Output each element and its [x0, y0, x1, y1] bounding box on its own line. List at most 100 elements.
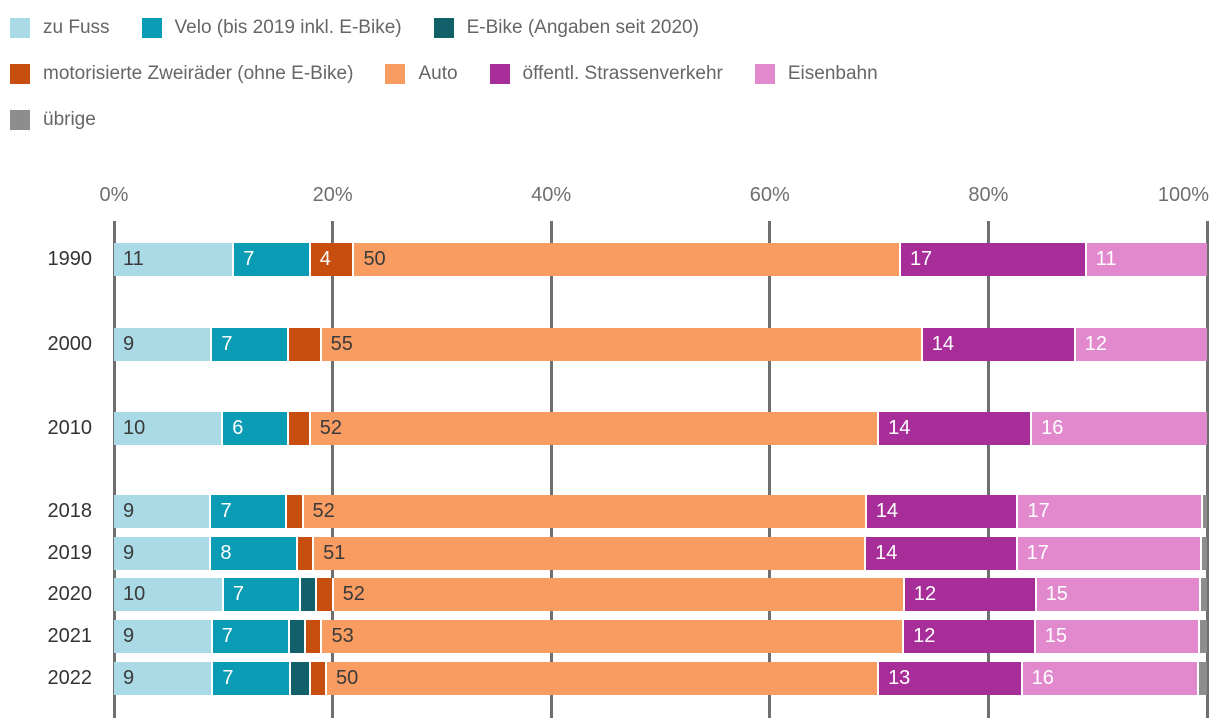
- legend-swatch-icon: [385, 64, 406, 84]
- bar-segment[interactable]: 9: [114, 537, 212, 570]
- bar-segment[interactable]: 10: [114, 412, 224, 445]
- legend-item-0[interactable]: zu Fuss: [10, 17, 110, 39]
- bar-segment[interactable]: 50: [354, 243, 901, 276]
- legend-item-7[interactable]: übrige: [10, 109, 96, 131]
- bar-segment[interactable]: 50: [327, 662, 880, 695]
- bar-value-label: 13: [888, 667, 911, 689]
- legend-label: übrige: [43, 109, 96, 130]
- bar-value-label: 15: [1045, 583, 1068, 605]
- bar-segment[interactable]: [288, 412, 311, 445]
- bar-segment[interactable]: 9: [114, 328, 213, 361]
- bar-segment[interactable]: 9: [114, 662, 214, 695]
- bar-segment[interactable]: [297, 537, 315, 570]
- bar-segment[interactable]: 14: [866, 537, 1018, 570]
- bar-value-label: 11: [123, 248, 144, 270]
- bar-segment[interactable]: [287, 495, 304, 528]
- bar-segment[interactable]: 51: [314, 537, 867, 570]
- bar-value-label: 7: [232, 583, 244, 605]
- bar-segment[interactable]: 16: [1022, 662, 1200, 695]
- bar-segment[interactable]: [289, 620, 307, 653]
- x-axis-tick-label: 40%: [531, 184, 572, 206]
- bar-value-label: 16: [1041, 417, 1064, 439]
- legend-item-1[interactable]: Velo (bis 2019 inkl. E-Bike): [141, 17, 402, 39]
- gridline-0%: [112, 221, 116, 718]
- legend-label: Velo (bis 2019 inkl. E-Bike): [174, 17, 402, 38]
- bar-value-label: 12: [913, 583, 937, 605]
- bar-segment[interactable]: 9: [114, 620, 213, 653]
- bar-value-label: 15: [1044, 625, 1067, 647]
- bar-segment[interactable]: 55: [321, 328, 923, 361]
- bar-segment[interactable]: [1200, 620, 1207, 653]
- bar-value-label: 10: [123, 583, 146, 605]
- bar-segment[interactable]: 17: [1017, 537, 1202, 570]
- gridline-80%: [986, 221, 990, 718]
- bar-segment[interactable]: 7: [212, 328, 289, 361]
- bar-segment[interactable]: 12: [1075, 328, 1207, 361]
- bar-segment[interactable]: 9: [114, 495, 212, 528]
- bar-value-label: 9: [123, 500, 135, 522]
- bar-row-2019: 9 8 51 14 17: [114, 537, 1207, 570]
- bar-segment[interactable]: 12: [904, 620, 1036, 653]
- bar-segment[interactable]: 52: [303, 495, 867, 528]
- bar-segment[interactable]: [300, 578, 318, 611]
- bar-segment[interactable]: [310, 662, 328, 695]
- bar-segment[interactable]: 7: [223, 578, 301, 611]
- bar-segment[interactable]: [306, 620, 323, 653]
- bar-segment[interactable]: 15: [1036, 578, 1202, 611]
- bar-segment[interactable]: 7: [213, 662, 291, 695]
- bar-value-label: 16: [1031, 667, 1054, 689]
- legend-swatch-icon: [10, 64, 30, 84]
- legend-swatch-icon: [489, 64, 510, 84]
- bar-segment[interactable]: [1202, 495, 1207, 528]
- bar-segment[interactable]: 10: [114, 578, 224, 611]
- bar-segment[interactable]: 52: [310, 412, 880, 445]
- bar-segment[interactable]: 52: [333, 578, 905, 611]
- category-label-2018: 2018: [47, 500, 93, 522]
- bar-value-label: 14: [931, 333, 955, 355]
- bar-segment[interactable]: 11: [1086, 243, 1207, 276]
- bar-segment[interactable]: [1199, 662, 1207, 695]
- bar-segment[interactable]: 13: [879, 662, 1023, 695]
- bar-value-label: 17: [1026, 542, 1049, 564]
- bar-segment[interactable]: 7: [234, 243, 311, 276]
- bar-segment[interactable]: [290, 662, 311, 695]
- bar-value-label: 50: [363, 248, 386, 270]
- bar-segment[interactable]: 12: [904, 578, 1037, 611]
- legend-item-4[interactable]: Auto: [385, 63, 458, 85]
- bar-segment[interactable]: 14: [866, 495, 1019, 528]
- bar-segment[interactable]: 6: [223, 412, 289, 445]
- legend-item-6[interactable]: Eisenbahn: [754, 63, 878, 85]
- bar-row-2021: 9 7 53 12 15: [114, 620, 1207, 653]
- legend-item-2[interactable]: E-Bike (Angaben seit 2020): [433, 17, 699, 39]
- legend-label: Auto: [418, 63, 458, 84]
- bar-value-label: 9: [123, 333, 135, 355]
- bar-segment[interactable]: 4: [310, 243, 355, 276]
- bar-segment[interactable]: [1201, 537, 1207, 570]
- bar-segment[interactable]: [1201, 578, 1207, 611]
- bar-segment[interactable]: 7: [211, 495, 288, 528]
- bar-value-label: 7: [222, 667, 234, 689]
- bar-segment[interactable]: 15: [1035, 620, 1201, 653]
- legend-item-3[interactable]: motorisierte Zweiräder (ohne E-Bike): [10, 63, 353, 85]
- bar-segment[interactable]: 8: [211, 537, 298, 570]
- bar-segment[interactable]: [317, 578, 334, 611]
- bar-segment[interactable]: 14: [879, 412, 1033, 445]
- legend-label: E-Bike (Angaben seit 2020): [466, 17, 699, 38]
- category-label-2000: 2000: [47, 333, 93, 355]
- bar-segment[interactable]: 7: [212, 620, 290, 653]
- bar-segment[interactable]: 17: [900, 243, 1087, 276]
- legend-item-5[interactable]: öffentl. Strassenverkehr: [489, 63, 723, 85]
- bar-value-label: 17: [909, 248, 933, 270]
- legend-row: übrige: [10, 109, 1210, 131]
- bar-segment[interactable]: [288, 328, 322, 361]
- bar-segment[interactable]: 16: [1032, 412, 1207, 445]
- bar-segment[interactable]: 11: [114, 243, 235, 276]
- gridline-60%: [768, 221, 772, 718]
- bar-segment[interactable]: 53: [322, 620, 905, 653]
- legend-swatch-icon: [754, 64, 775, 84]
- bar-value-label: 55: [330, 333, 353, 355]
- bar-segment[interactable]: 14: [922, 328, 1076, 361]
- bar-row-2000: 9 7 55 14 12: [114, 328, 1207, 361]
- bar-segment[interactable]: 17: [1018, 495, 1203, 528]
